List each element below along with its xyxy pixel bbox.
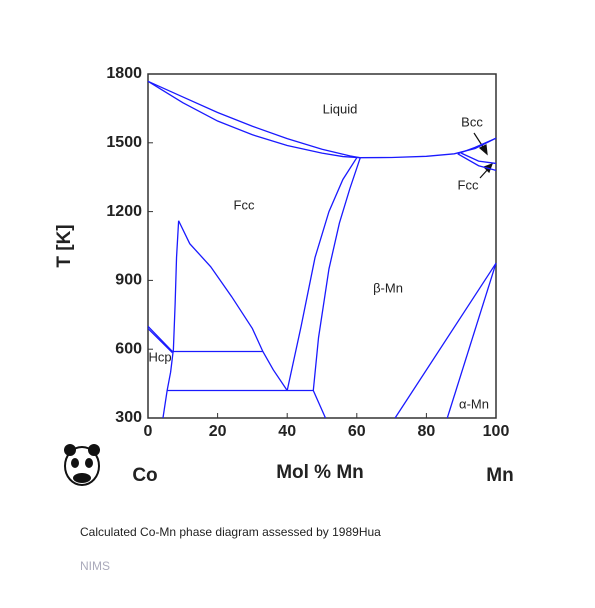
left-element-label: Co	[132, 465, 157, 486]
phase-boundary	[147, 328, 173, 354]
phase-boundary	[286, 157, 358, 391]
phase-boundary	[360, 137, 497, 159]
region-label: Liquid	[323, 101, 358, 116]
x-tick-label: 100	[483, 423, 510, 440]
region-label: α-Mn	[459, 396, 489, 411]
y-tick-label: 900	[115, 272, 142, 289]
source: NIMS	[80, 559, 110, 573]
caption: Calculated Co-Mn phase diagram assessed …	[80, 525, 381, 539]
region-label: Bcc	[461, 114, 483, 129]
phase-boundary	[147, 80, 361, 159]
phase-boundary	[147, 80, 361, 159]
x-tick-label: 20	[209, 423, 227, 440]
y-tick-label: 600	[115, 340, 142, 357]
y-tick-label: 1800	[106, 65, 142, 82]
region-label: Hcp	[148, 349, 171, 364]
phase-boundary	[178, 220, 288, 391]
x-tick-label: 80	[418, 423, 436, 440]
right-element-label: Mn	[486, 465, 513, 486]
phase-boundary	[457, 137, 497, 155]
arrows	[473, 132, 494, 179]
x-axis-label: Mol % Mn	[276, 462, 364, 483]
plot-frame	[147, 73, 497, 419]
phase-boundary	[162, 220, 180, 419]
phase-boundary	[446, 263, 497, 419]
y-tick-label: 300	[115, 409, 142, 426]
phase-boundary	[460, 152, 497, 165]
region-label: Fcc	[458, 177, 479, 192]
panda-icon	[64, 444, 100, 486]
phase-boundary	[312, 157, 361, 419]
phase-boundary	[457, 153, 497, 171]
region-label: Fcc	[234, 197, 255, 212]
x-tick-label: 40	[278, 423, 296, 440]
phase-boundary	[147, 325, 173, 352]
y-tick-label: 1500	[106, 134, 142, 151]
y-axis-label: T [K]	[54, 224, 75, 267]
y-tick-label: 1200	[106, 203, 142, 220]
phase-boundary	[394, 262, 497, 419]
x-tick-label: 0	[144, 423, 153, 440]
x-tick-label: 60	[348, 423, 366, 440]
region-label: β-Mn	[373, 280, 403, 295]
